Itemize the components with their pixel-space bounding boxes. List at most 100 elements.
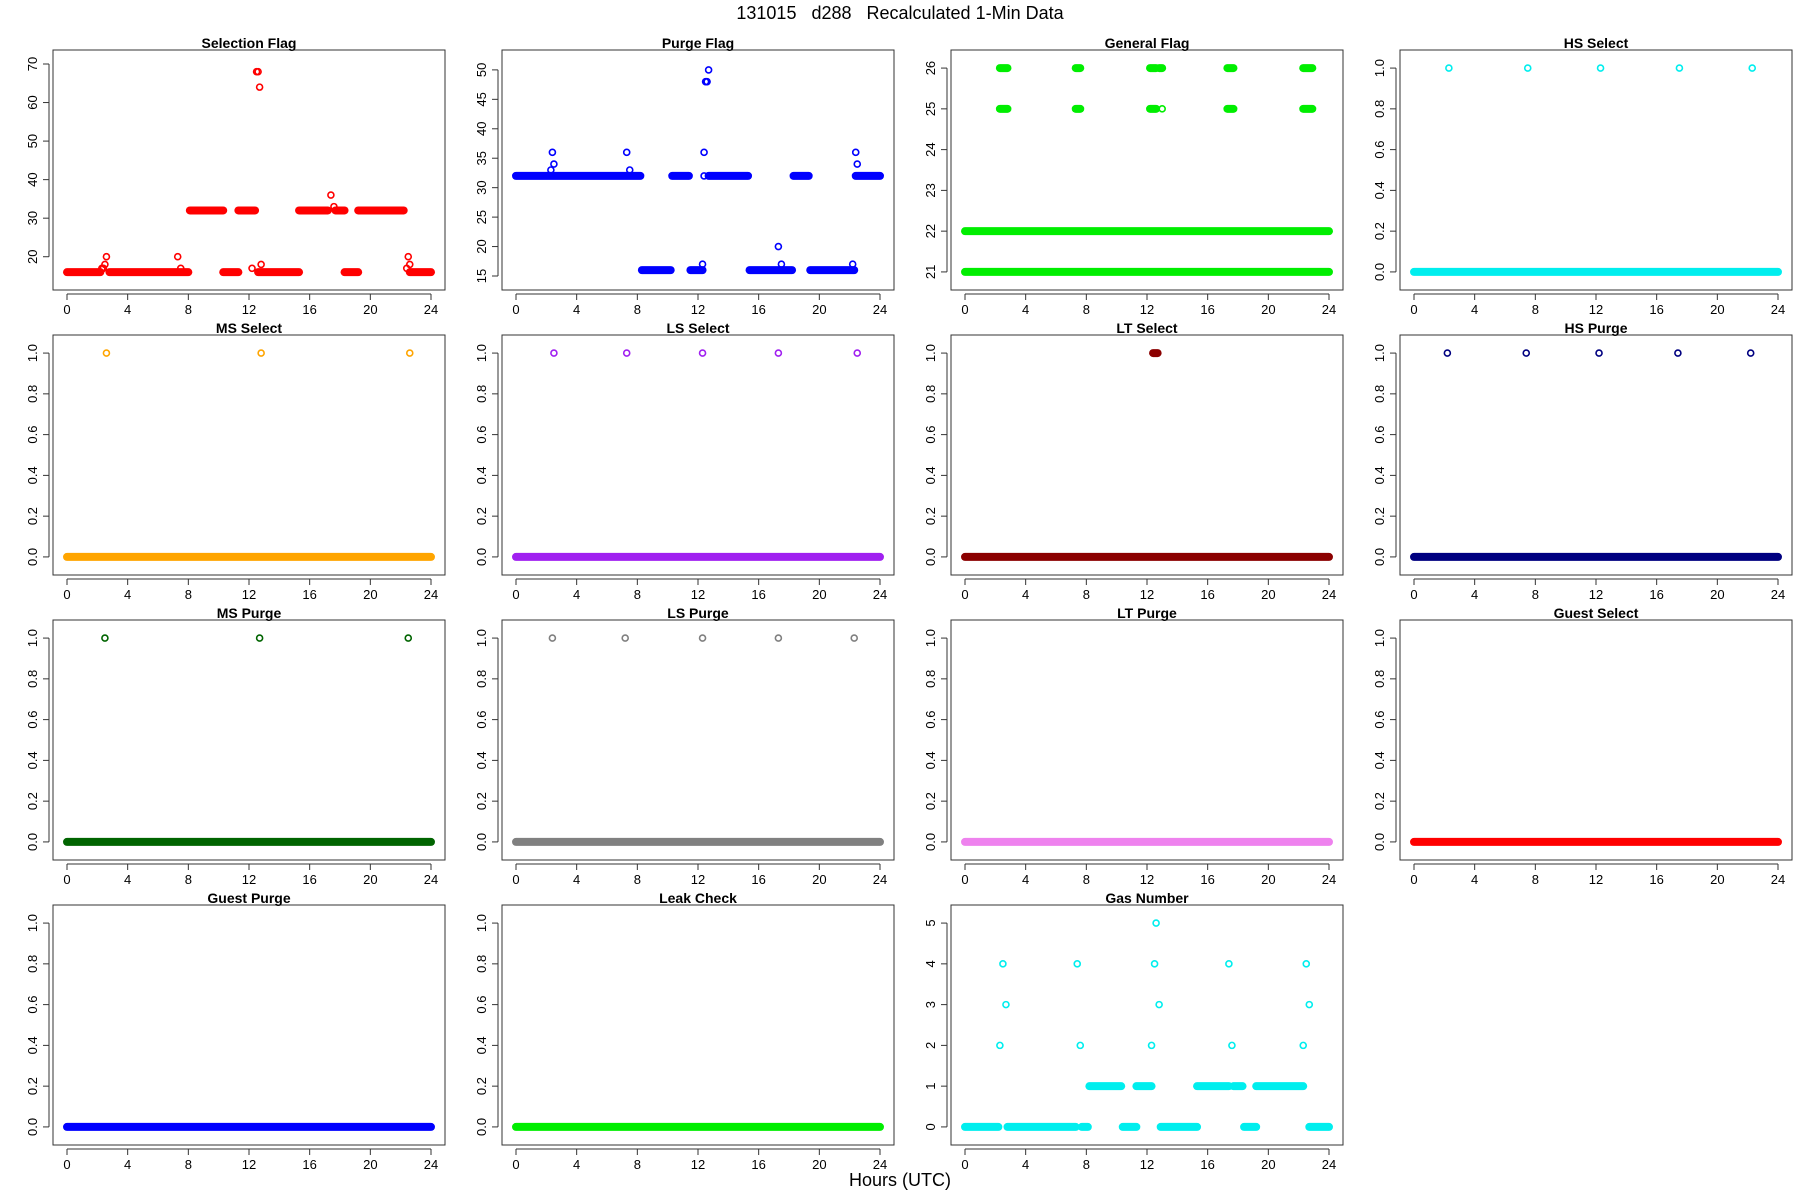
x-tick-label: 0 <box>63 587 70 602</box>
y-tick-label: 15 <box>474 269 489 283</box>
x-tick-label: 20 <box>1261 872 1275 887</box>
panel-hs-select: HS Select 0 4 8 12 16 20 24 0.0 0.2 0.4 0.6 0.8 1.0 <box>1372 35 1793 317</box>
panel-title: HS Select <box>1564 35 1629 51</box>
data-point <box>621 634 629 642</box>
x-tick-label: 12 <box>1589 302 1603 317</box>
x-tick-label: 12 <box>691 302 705 317</box>
data-point <box>1147 1041 1156 1050</box>
data-point <box>327 191 335 199</box>
x-tick-label: 0 <box>63 1157 70 1172</box>
x-tick-label: 24 <box>424 302 438 317</box>
x-tick-label: 4 <box>124 872 131 887</box>
panel-lt-purge: LT Purge 0 4 8 12 16 20 24 0.0 0.2 0.4 0.6 0.8 1.0 <box>923 605 1344 887</box>
x-tick-label: 8 <box>1532 587 1539 602</box>
y-tick-label: 0.0 <box>474 548 489 566</box>
data-point <box>254 67 262 76</box>
x-tick-label: 0 <box>961 587 968 602</box>
x-tick-label: 0 <box>512 872 519 887</box>
x-tick-label: 4 <box>1022 1157 1029 1172</box>
x-tick-label: 16 <box>1200 587 1214 602</box>
x-tick-label: 20 <box>1710 302 1724 317</box>
data-point <box>1675 64 1684 72</box>
x-tick-label: 16 <box>1649 302 1663 317</box>
y-tick-label: 0.6 <box>474 711 489 729</box>
y-tick-label: 0.4 <box>1372 751 1387 769</box>
y-tick-label: 0.6 <box>1372 426 1387 444</box>
y-tick-label: 1.0 <box>474 914 489 932</box>
y-tick-label: 0.2 <box>25 792 40 810</box>
x-tick-label: 0 <box>512 1157 519 1172</box>
panel-title: LS Select <box>666 320 729 336</box>
y-tick-label: 0.8 <box>25 670 40 688</box>
y-tick-label: 0.2 <box>1372 792 1387 810</box>
x-tick-label: 16 <box>751 872 765 887</box>
y-tick-label: 0.2 <box>25 1077 40 1095</box>
y-tick-label: 0.0 <box>1372 833 1387 851</box>
y-tick-label: 1.0 <box>474 629 489 647</box>
y-tick-label: 0.4 <box>923 466 938 484</box>
x-tick-label: 12 <box>242 1157 256 1172</box>
y-tick-label: 50 <box>474 63 489 77</box>
data-point <box>1305 1000 1314 1009</box>
data-point <box>777 260 786 269</box>
x-tick-label: 0 <box>1410 587 1417 602</box>
x-tick-label: 4 <box>1022 872 1029 887</box>
x-tick-label: 4 <box>1022 302 1029 317</box>
data-point <box>102 252 111 261</box>
series-points <box>1410 64 1782 276</box>
data-point <box>257 260 265 269</box>
x-tick-label: 16 <box>1200 1157 1214 1172</box>
x-tick-label: 12 <box>1140 587 1154 602</box>
y-tick-label: 0.2 <box>923 792 938 810</box>
x-tick-label: 20 <box>812 1157 826 1172</box>
x-tick-label: 20 <box>363 587 377 602</box>
y-tick-label: 0.2 <box>474 507 489 525</box>
y-tick-label: 0.6 <box>1372 711 1387 729</box>
x-tick-label: 12 <box>1589 587 1603 602</box>
y-tick-label: 0.6 <box>1372 141 1387 159</box>
data-point <box>698 260 707 269</box>
x-tick-label: 4 <box>124 1157 131 1172</box>
y-tick-label: 0.4 <box>474 751 489 769</box>
y-tick-label: 0.2 <box>474 792 489 810</box>
x-tick-label: 8 <box>1083 872 1090 887</box>
x-tick-label: 12 <box>1589 872 1603 887</box>
x-tick-label: 4 <box>573 1157 580 1172</box>
y-tick-label: 0.0 <box>474 833 489 851</box>
y-tick-label: 30 <box>25 211 40 225</box>
panel-selection-flag: Selection Flag 0 4 8 12 16 20 24 20 30 40 50 60 70 <box>25 35 446 317</box>
panel-ls-select: LS Select 0 4 8 12 16 20 24 0.0 0.2 0.4 0.6 0.8 1.0 <box>474 320 895 602</box>
data-point <box>851 148 860 157</box>
x-tick-label: 4 <box>124 587 131 602</box>
plot-frame <box>501 904 895 1146</box>
x-tick-label: 20 <box>363 302 377 317</box>
x-tick-label: 16 <box>302 302 316 317</box>
x-tick-label: 16 <box>1200 872 1214 887</box>
y-tick-label: 0.0 <box>25 548 40 566</box>
y-tick-label: 0.8 <box>1372 100 1387 118</box>
x-tick-label: 16 <box>1200 302 1214 317</box>
plot-frame <box>52 619 446 861</box>
y-tick-label: 1.0 <box>1372 344 1387 362</box>
x-tick-label: 4 <box>573 587 580 602</box>
data-point <box>625 166 634 174</box>
panel-hs-purge: HS Purge 0 4 8 12 16 20 24 0.0 0.2 0.4 0.6 0.8 1.0 <box>1372 320 1793 602</box>
plot-frame <box>52 334 446 576</box>
plot-frame <box>950 619 1344 861</box>
x-tick-label: 0 <box>961 872 968 887</box>
data-point <box>404 252 413 261</box>
x-tick-label: 12 <box>1140 1157 1154 1172</box>
y-tick-label: 0.8 <box>25 955 40 973</box>
x-tick-label: 16 <box>1649 872 1663 887</box>
x-tick-label: 16 <box>302 872 316 887</box>
y-tick-label: 20 <box>25 249 40 263</box>
x-tick-label: 24 <box>1322 587 1336 602</box>
plot-frame <box>501 619 895 861</box>
y-tick-label: 0.6 <box>923 711 938 729</box>
plot-frame <box>501 49 895 291</box>
x-tick-label: 0 <box>63 872 70 887</box>
data-point <box>622 349 631 357</box>
y-tick-label: 0.8 <box>474 955 489 973</box>
data-point <box>774 634 783 642</box>
